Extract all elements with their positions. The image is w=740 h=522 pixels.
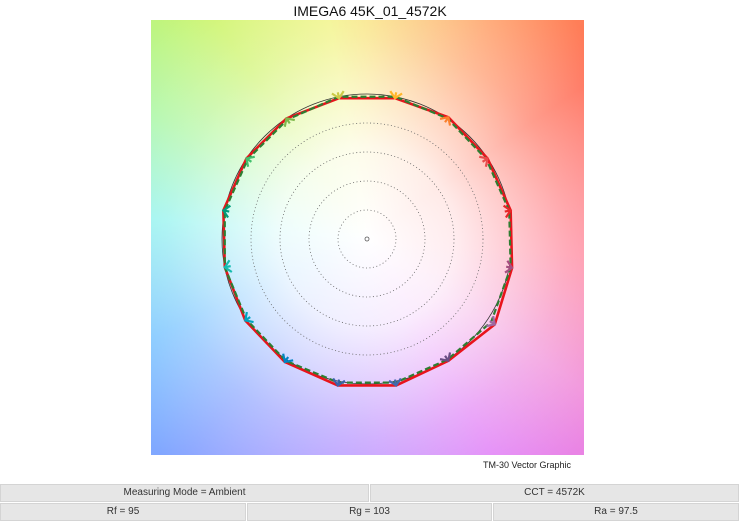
hue-bin-arrowhead — [223, 259, 233, 273]
hue-bin-arrowhead — [479, 155, 489, 167]
metrics-row-1: Measuring Mode = Ambient CCT = 4572K — [0, 484, 740, 502]
dashed-polygon — [223, 95, 512, 384]
hue-bin-arrowhead — [439, 115, 452, 126]
chart-title: IMEGA6 45K_01_4572K — [293, 3, 447, 19]
hue-bin-arrowhead — [388, 377, 402, 388]
hue-bin-arrowhead — [331, 90, 345, 100]
hue-bin-arrowhead — [283, 117, 295, 127]
hue-bin-arrowhead — [504, 260, 514, 274]
hue-bin-arrowhead — [221, 204, 232, 219]
vector-graphic-svg — [221, 90, 514, 388]
measuring-mode-cell: Measuring Mode = Ambient — [0, 484, 369, 502]
hue-bin-arrowhead — [389, 90, 403, 100]
rg-cell: Rg = 103 — [247, 503, 492, 521]
hue-bin-arrowhead — [282, 353, 294, 364]
cct-cell: CCT = 4572K — [370, 484, 739, 502]
hue-bin-arrowhead — [439, 352, 452, 363]
metrics-table: Measuring Mode = Ambient CCT = 4572K Rf … — [0, 484, 740, 522]
vector-graphic-plot — [151, 20, 584, 455]
hue-bin-arrowhead — [502, 204, 513, 219]
hue-bin-arrowhead — [486, 315, 497, 328]
grid-circle — [337, 209, 397, 269]
grid-circle — [308, 180, 426, 298]
grid-circle — [250, 122, 484, 356]
grid-circle — [279, 151, 455, 327]
rf-cell: Rf = 95 — [0, 503, 246, 521]
chart-caption: TM-30 Vector Graphic — [483, 460, 572, 470]
hue-bin-arrowhead — [245, 155, 255, 167]
center-marker — [364, 236, 370, 242]
hue-bin-arrowhead — [332, 377, 346, 388]
hue-bin-arrowhead — [243, 311, 254, 324]
ra-cell: Ra = 97.5 — [493, 503, 739, 521]
metrics-row-2: Rf = 95 Rg = 103 Ra = 97.5 — [0, 503, 740, 521]
